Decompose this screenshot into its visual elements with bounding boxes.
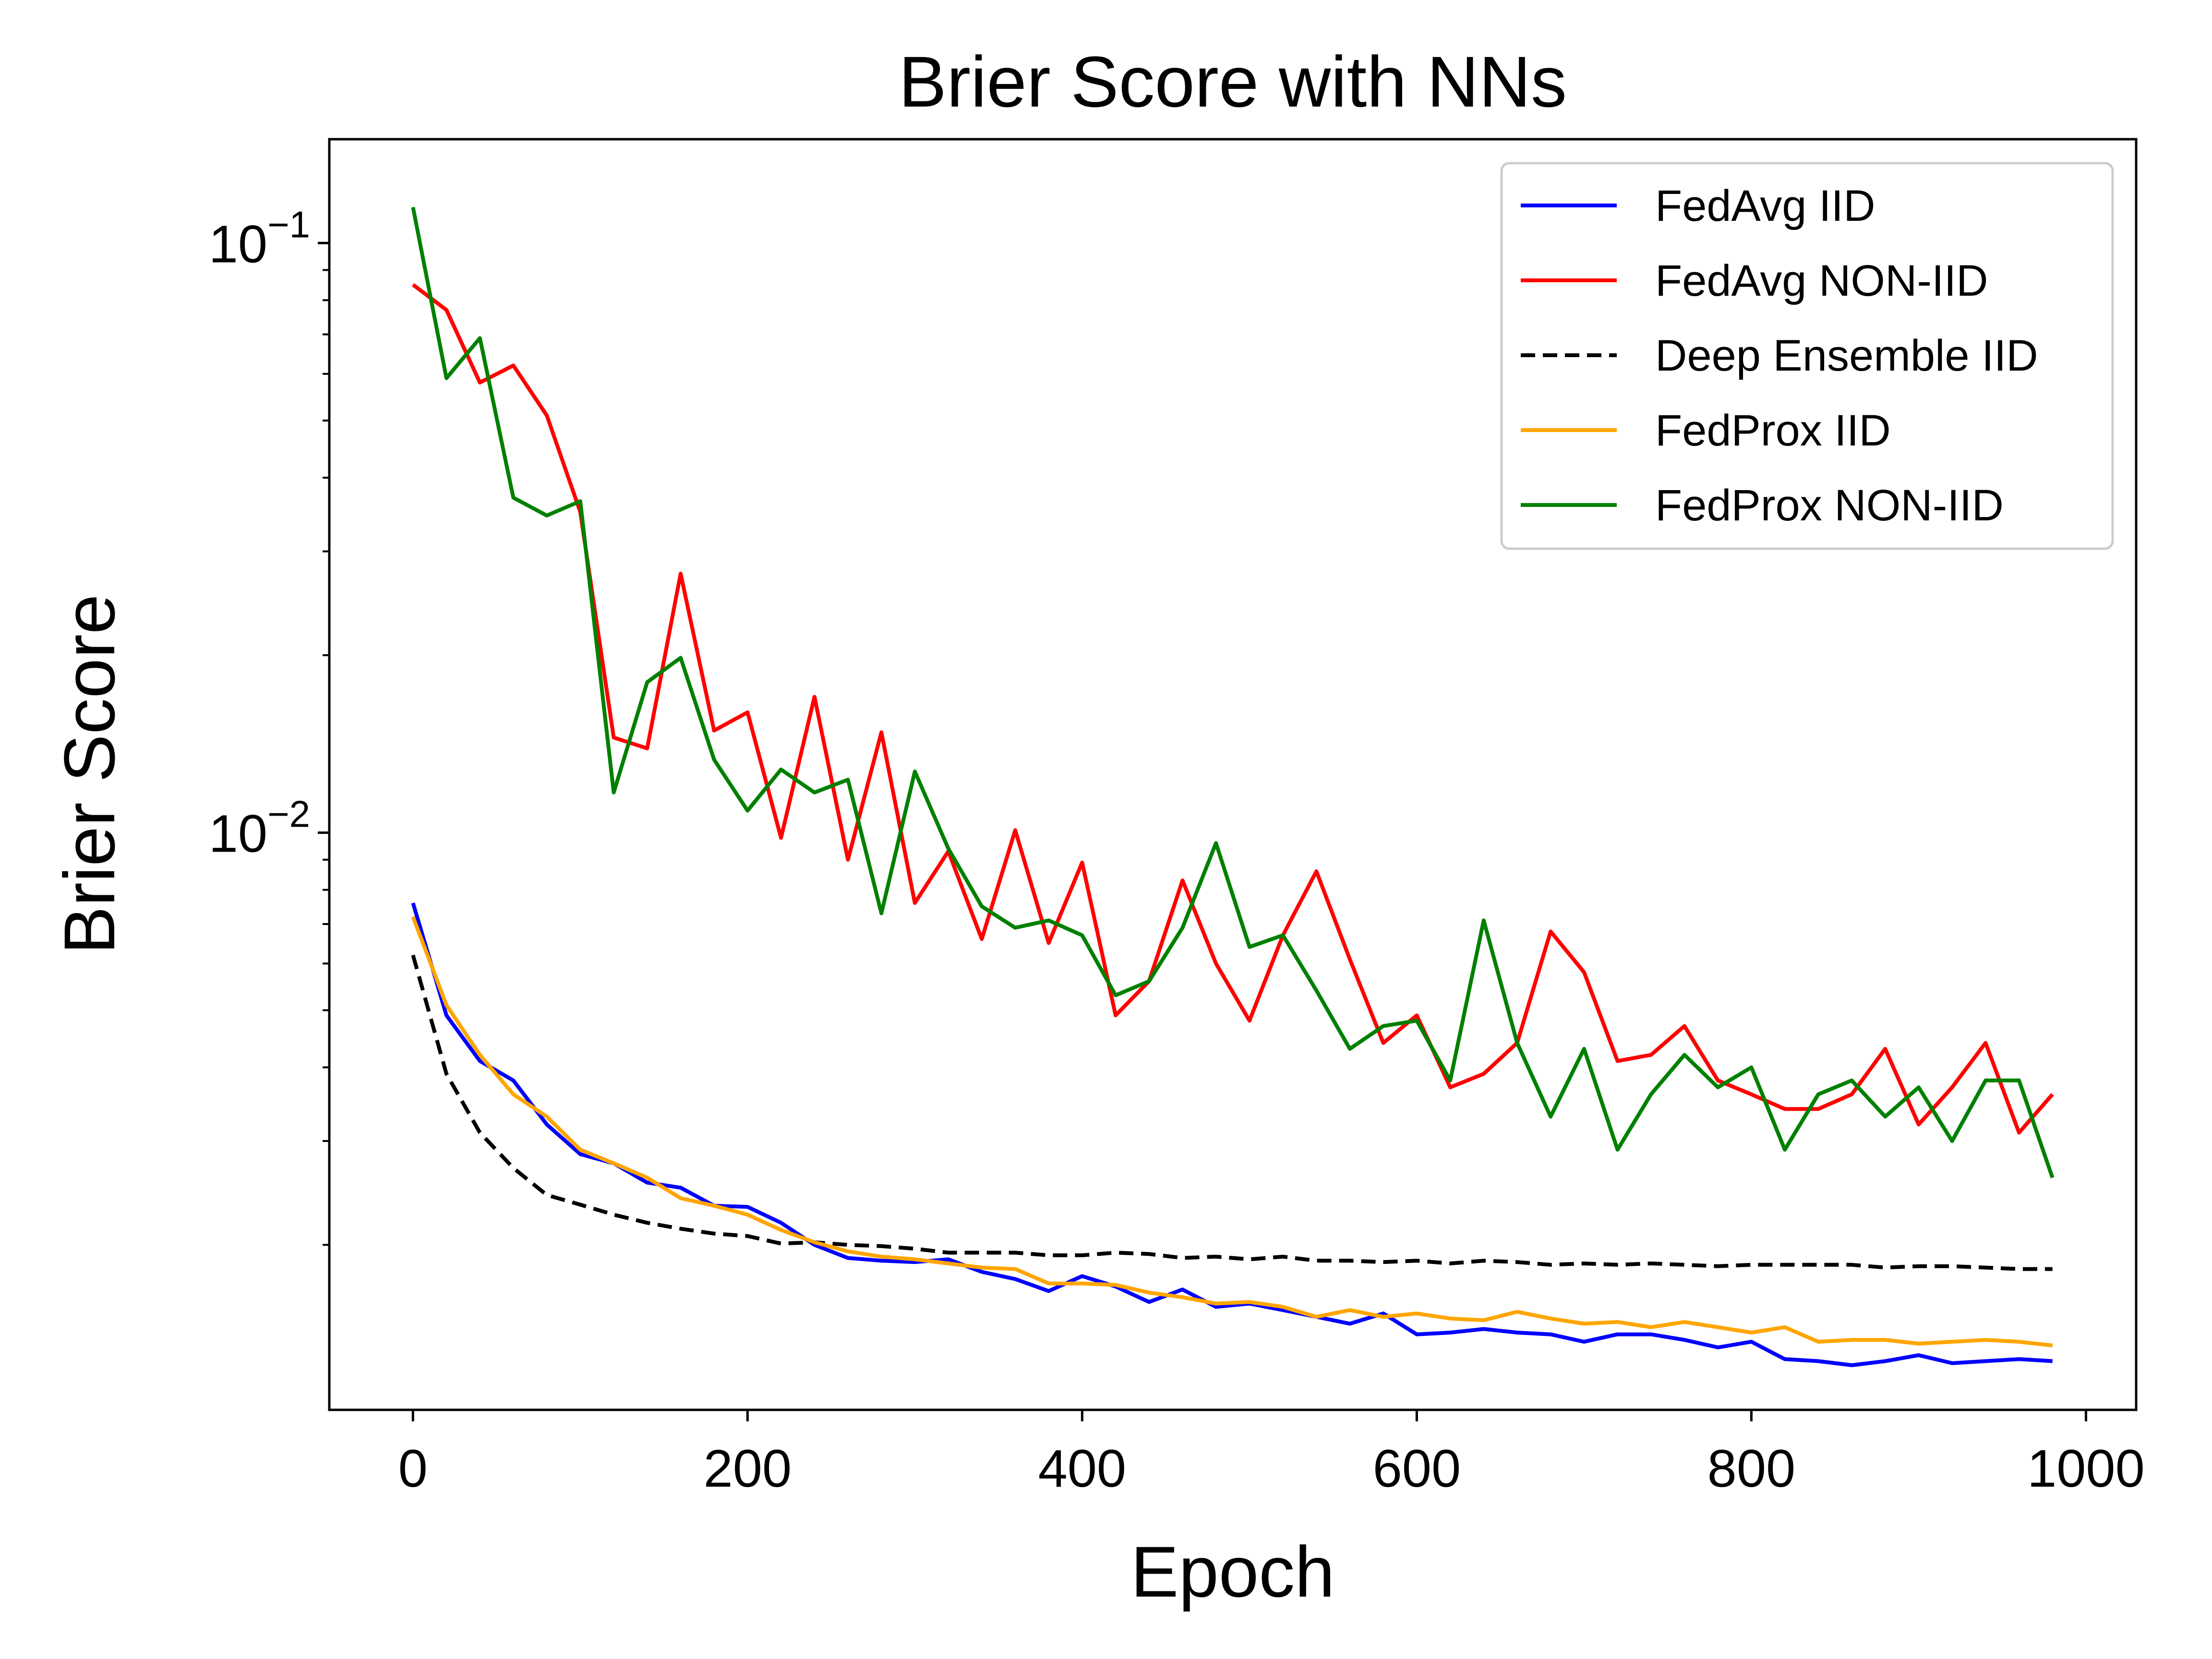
x-axis-title: Epoch xyxy=(1130,1531,1334,1612)
legend-label-4: FedProx NON-IID xyxy=(1655,481,2004,530)
x-tick-label: 200 xyxy=(704,1439,792,1498)
x-tick-label: 800 xyxy=(1707,1439,1796,1498)
series-line-3 xyxy=(411,916,2053,1347)
legend: FedAvg IID FedAvg NON-IID Deep Ensemble II… xyxy=(1500,162,2114,550)
y-tick-label: 10−1 xyxy=(209,203,310,274)
x-axis: 0 200 400 600 800 1000 xyxy=(398,1410,2145,1498)
x-tick-label: 600 xyxy=(1373,1439,1461,1498)
series-line-4 xyxy=(411,206,2055,1178)
plot-area-frame xyxy=(328,138,2138,1411)
chart-title: Brier Score with NNs xyxy=(899,41,1567,122)
series-line-1 xyxy=(411,283,2054,1135)
legend-box xyxy=(1500,162,2114,550)
legend-label-3: FedProx IID xyxy=(1655,406,1891,455)
y-tick-label: 10−2 xyxy=(209,793,310,864)
y-axis-title: Brier Score xyxy=(49,594,130,954)
legend-label-1: FedAvg NON-IID xyxy=(1655,256,1988,305)
x-tick-label: 0 xyxy=(398,1439,428,1498)
series-line-2 xyxy=(411,954,2053,1271)
x-tick-label: 1000 xyxy=(2027,1439,2145,1498)
y-axis: 10−2 10−1 xyxy=(209,203,329,1246)
x-tick-label: 400 xyxy=(1038,1439,1127,1498)
series-line-0 xyxy=(411,902,2053,1367)
series-layer xyxy=(411,206,2055,1367)
legend-label-0: FedAvg IID xyxy=(1655,181,1875,230)
legend-label-2: Deep Ensemble IID xyxy=(1655,331,2038,380)
